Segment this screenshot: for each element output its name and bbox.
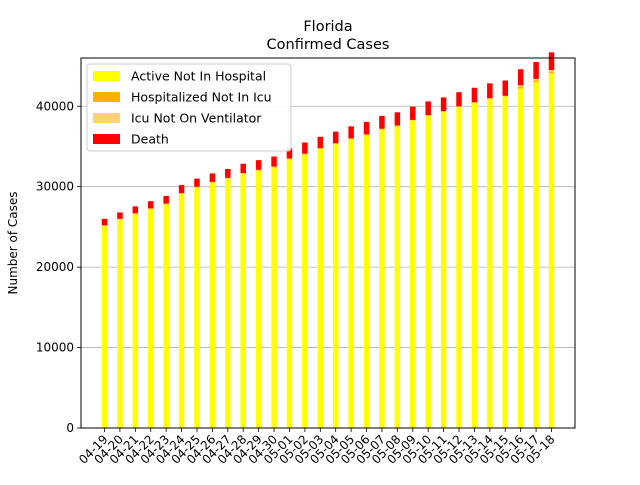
bar-segment	[333, 144, 339, 428]
bar-segment	[456, 107, 462, 428]
bar-segment	[441, 97, 447, 111]
bar-segment	[503, 97, 509, 428]
legend-swatch	[93, 71, 120, 81]
bar-segment	[487, 83, 493, 98]
bar-segment	[117, 220, 123, 428]
bar-segment	[533, 79, 539, 81]
bar-segment	[240, 164, 246, 173]
bar-segment	[533, 62, 539, 79]
bar-segment	[518, 87, 524, 89]
legend: Active Not In Hospital Hospitalized Not I…	[87, 64, 291, 151]
bar-segment	[287, 159, 293, 428]
bar-segment	[148, 209, 154, 428]
bar-segment	[425, 101, 431, 115]
bar-segment	[318, 137, 324, 148]
bar-segment	[225, 179, 231, 428]
chart-title: Florida	[303, 19, 352, 35]
bar-segment	[549, 73, 555, 428]
legend-swatch	[93, 134, 120, 144]
bar-segment	[240, 174, 246, 428]
bar-segment	[425, 116, 431, 428]
bar-segment	[472, 88, 478, 102]
bar-segment	[102, 226, 108, 428]
x-ticks: 04-1904-2004-2104-2204-2304-2404-2504-26…	[76, 428, 558, 467]
y-tick-label: 0	[66, 421, 74, 435]
bar-segment	[533, 82, 539, 428]
bar-segment	[410, 121, 416, 428]
bar-segment	[148, 201, 154, 208]
bar-segment	[102, 219, 108, 225]
bar-segment	[163, 204, 169, 428]
bar-segment	[210, 173, 216, 181]
bar-segment	[194, 188, 200, 429]
bar-segment	[348, 126, 354, 138]
bar-segment	[271, 157, 277, 167]
bar-segment	[302, 142, 308, 153]
bar-segment	[549, 52, 555, 70]
bar-segment	[441, 112, 447, 428]
bar-segment	[133, 214, 139, 428]
y-tick-label: 40000	[36, 99, 74, 113]
chart-subtitle: Confirmed Cases	[267, 37, 390, 53]
legend-swatch	[93, 92, 120, 102]
y-tick-label: 20000	[36, 260, 74, 274]
legend-label: Hospitalized Not In Icu	[131, 90, 272, 105]
bar-segment	[256, 171, 262, 428]
y-tick-label: 10000	[36, 341, 74, 355]
bar-segment	[518, 89, 524, 428]
bar-segment	[487, 99, 493, 428]
bar-segment	[549, 72, 555, 74]
bar-segment	[379, 116, 385, 129]
bar-segment	[410, 107, 416, 120]
bar-segment	[549, 70, 555, 72]
bar-segment	[133, 206, 139, 213]
bar-segment	[194, 179, 200, 187]
y-tick-label: 30000	[36, 180, 74, 194]
legend-label: Death	[131, 132, 169, 147]
bar-segment	[179, 194, 185, 428]
bar-segment	[163, 196, 169, 204]
bar-segment	[225, 169, 231, 178]
bar-segment	[518, 69, 524, 85]
bar-segment	[318, 149, 324, 428]
bar-segment	[533, 81, 539, 83]
bar-segment	[179, 185, 185, 193]
bar-segment	[333, 132, 339, 144]
bar-segment	[348, 139, 354, 428]
bar-segment	[379, 130, 385, 428]
bar-segment	[256, 160, 262, 170]
bar-segment	[456, 92, 462, 106]
bar-segment	[503, 81, 509, 96]
bar-segment	[364, 122, 370, 134]
bar-segment	[117, 212, 123, 218]
bar-segment	[395, 126, 401, 428]
bar-segment	[395, 112, 401, 125]
bar-segment	[472, 103, 478, 428]
y-ticks: 0 10000 20000 30000 40000	[36, 99, 81, 435]
bar-segment	[210, 183, 216, 428]
legend-label: Active Not In Hospital	[131, 69, 266, 84]
bar-segment	[364, 135, 370, 428]
bar-segment	[302, 155, 308, 428]
legend-swatch	[93, 113, 120, 123]
bar-segment	[518, 85, 524, 87]
y-axis-label: Number of Cases	[6, 191, 20, 294]
bar-segment	[271, 167, 277, 428]
legend-label: Icu Not On Ventilator	[131, 111, 262, 126]
